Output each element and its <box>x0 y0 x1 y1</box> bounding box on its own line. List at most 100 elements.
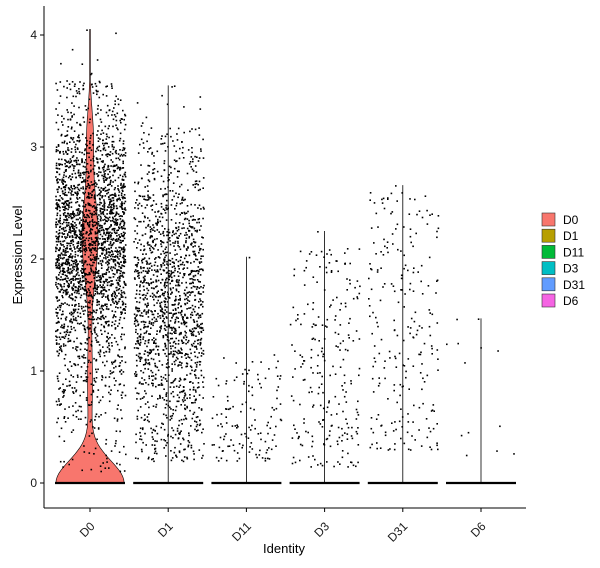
data-point <box>99 465 102 467</box>
data-point <box>119 252 121 254</box>
data-point <box>119 174 122 177</box>
data-point <box>148 198 150 200</box>
data-point <box>97 257 100 260</box>
data-point <box>199 423 202 425</box>
data-point <box>94 326 97 329</box>
data-point <box>370 227 373 229</box>
data-point <box>105 142 107 144</box>
data-point <box>456 318 458 321</box>
data-point <box>193 411 196 414</box>
data-point <box>188 300 191 302</box>
data-point <box>407 269 409 272</box>
data-point <box>144 350 146 352</box>
data-point <box>248 384 250 387</box>
data-point <box>114 445 116 447</box>
data-point <box>314 338 316 341</box>
data-point <box>411 435 413 437</box>
data-point <box>109 176 111 178</box>
data-point <box>119 383 122 385</box>
data-point <box>68 406 70 408</box>
data-point <box>409 235 412 238</box>
data-point <box>124 200 127 203</box>
data-point <box>112 181 114 183</box>
data-point <box>100 316 102 318</box>
data-point <box>105 95 108 97</box>
data-point <box>157 369 160 372</box>
data-point <box>74 262 77 264</box>
data-point <box>352 340 355 342</box>
data-point <box>115 119 118 122</box>
data-point <box>307 431 309 434</box>
data-point <box>161 422 163 425</box>
data-point <box>177 437 180 440</box>
data-point <box>157 296 160 298</box>
data-point <box>105 252 108 254</box>
data-point <box>157 353 160 355</box>
data-point <box>228 445 231 447</box>
data-point <box>159 268 162 271</box>
data-point <box>115 222 117 225</box>
data-point <box>80 187 82 190</box>
data-point <box>90 196 93 199</box>
data-point <box>193 241 195 243</box>
data-point <box>71 176 74 178</box>
data-point <box>174 303 176 306</box>
data-point <box>161 94 163 97</box>
data-point <box>166 417 168 419</box>
data-point <box>319 266 321 268</box>
data-point <box>65 333 68 336</box>
data-point <box>112 276 115 278</box>
data-point <box>98 415 100 418</box>
data-point <box>57 320 60 323</box>
data-point <box>112 218 114 220</box>
data-point <box>136 284 138 286</box>
data-point <box>164 212 167 214</box>
data-point <box>84 320 86 323</box>
data-point <box>144 390 146 392</box>
data-point <box>111 295 113 298</box>
data-point <box>108 376 111 378</box>
data-point <box>85 216 88 219</box>
data-point <box>151 339 153 341</box>
data-point <box>147 282 149 284</box>
data-point <box>94 257 96 260</box>
violin-group-d6 <box>446 318 516 485</box>
data-point <box>164 303 167 306</box>
data-point <box>100 286 102 289</box>
data-point <box>412 271 415 274</box>
data-point <box>194 253 196 255</box>
data-point <box>330 271 333 273</box>
data-point <box>153 460 155 463</box>
data-point <box>187 440 190 442</box>
data-point <box>194 305 197 308</box>
data-point <box>167 234 170 236</box>
data-point <box>124 244 127 246</box>
data-point <box>170 270 172 272</box>
data-point <box>310 366 312 369</box>
data-point <box>196 386 199 389</box>
data-point <box>194 355 197 358</box>
data-point <box>81 229 84 232</box>
data-point <box>148 333 150 335</box>
data-point <box>102 219 104 221</box>
data-point <box>67 242 70 245</box>
data-point <box>72 165 75 167</box>
data-point <box>59 387 61 389</box>
data-point <box>164 256 166 259</box>
data-point <box>85 232 87 235</box>
data-point <box>142 142 145 144</box>
data-point <box>136 102 139 104</box>
data-point <box>114 227 116 230</box>
data-point <box>341 456 344 459</box>
data-point <box>87 239 90 242</box>
data-point <box>326 318 329 321</box>
data-point <box>312 302 315 304</box>
data-point <box>92 144 94 146</box>
data-point <box>101 376 104 379</box>
data-point <box>113 188 116 191</box>
data-point <box>276 397 278 400</box>
data-point <box>91 86 94 88</box>
data-point <box>188 441 191 444</box>
data-point <box>109 370 112 372</box>
data-point <box>118 365 120 367</box>
